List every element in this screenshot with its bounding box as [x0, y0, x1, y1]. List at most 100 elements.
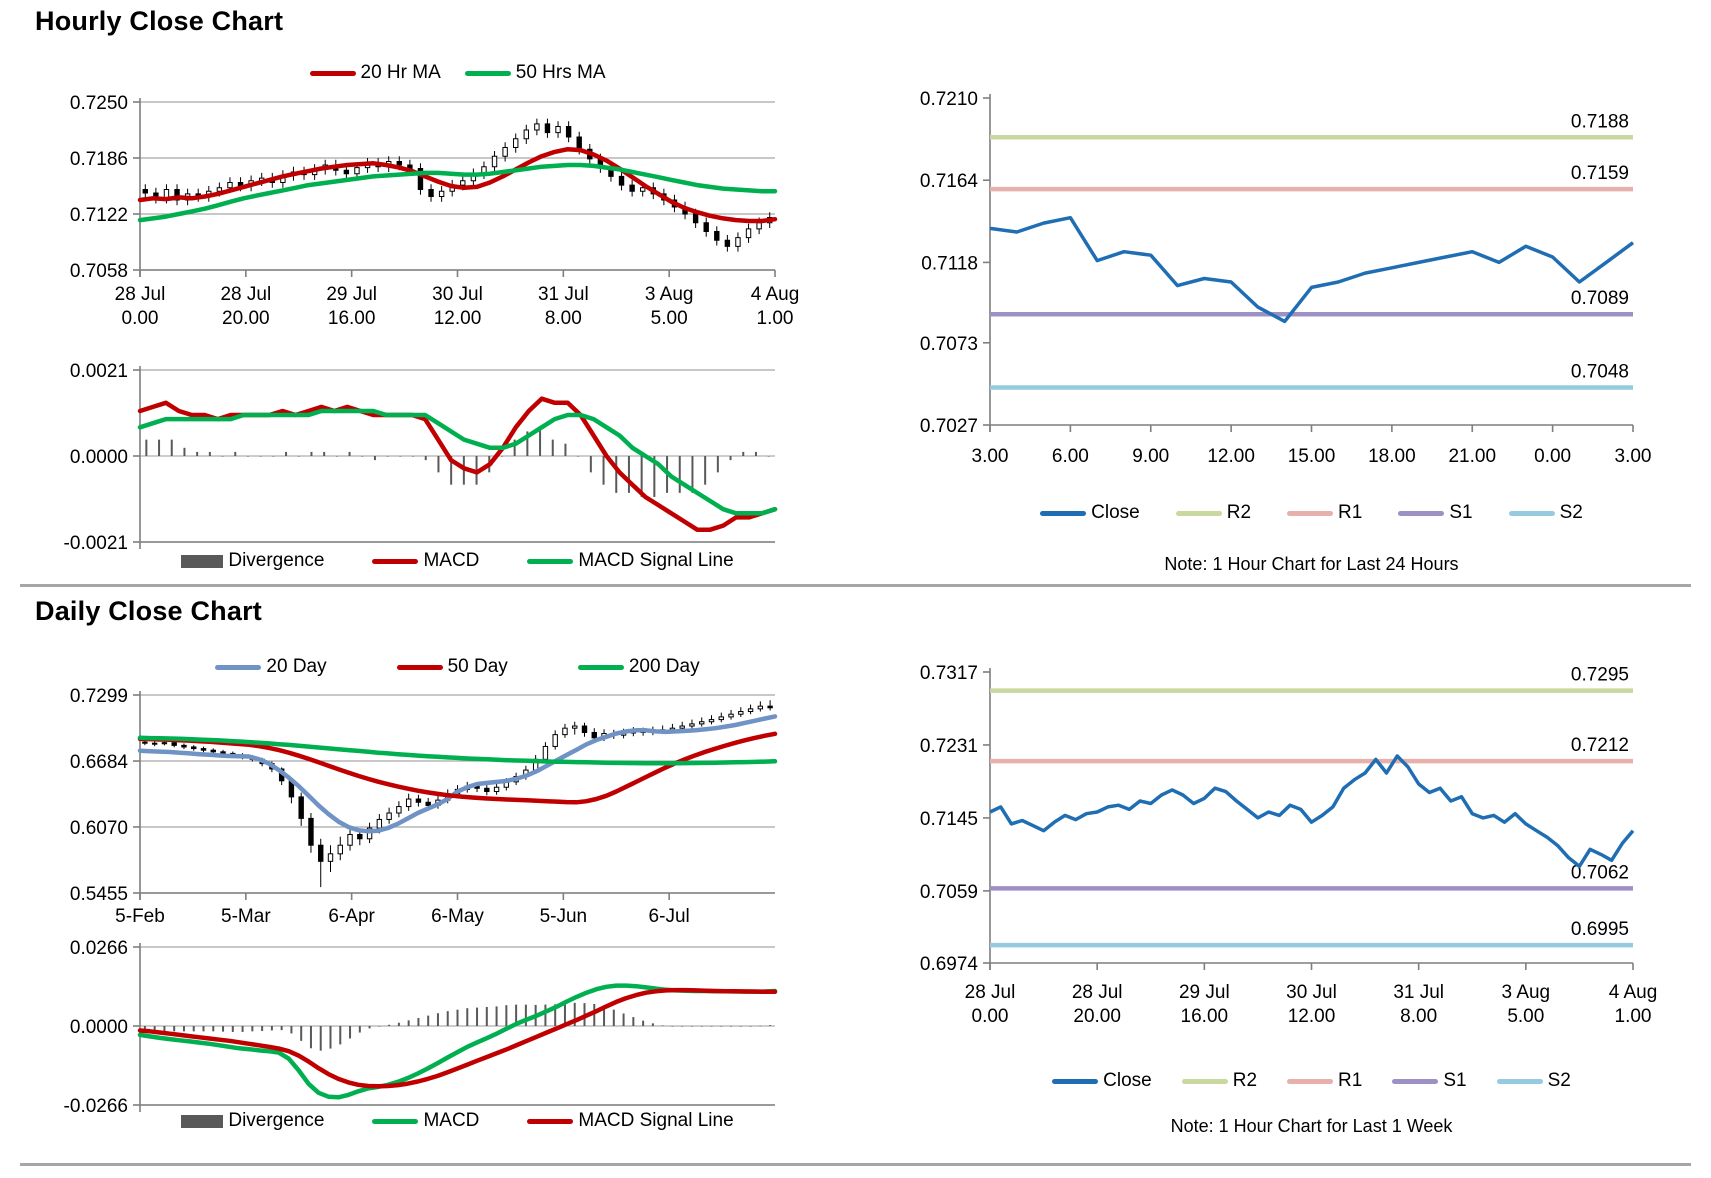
svg-text:0.7212: 0.7212 [1571, 735, 1629, 756]
legend-item-s1: S1 [1392, 1070, 1467, 1092]
line-swatch-icon [1040, 510, 1087, 516]
svg-text:6.00: 6.00 [1052, 446, 1089, 467]
line-swatch-icon [309, 70, 356, 76]
svg-text:5-Feb: 5-Feb [115, 906, 165, 927]
line-swatch-icon [372, 558, 419, 564]
svg-text:5-Mar: 5-Mar [221, 906, 271, 927]
legend-label: S1 [1449, 502, 1473, 523]
legend-item-macd-signal-line: MACD Signal Line [527, 550, 734, 572]
section-divider [20, 584, 1691, 587]
legend-label: S2 [1547, 1070, 1571, 1091]
svg-text:20.00: 20.00 [1073, 1006, 1121, 1027]
hourly-price-legend: 20 Hr MA 50 Hrs MA [140, 62, 775, 84]
legend-label: R1 [1338, 1070, 1363, 1091]
line-swatch-icon [527, 558, 574, 564]
svg-text:5.00: 5.00 [651, 308, 688, 329]
legend-item-r2: R2 [1181, 1070, 1257, 1092]
svg-text:28 Jul: 28 Jul [1072, 982, 1123, 1003]
svg-text:1.00: 1.00 [757, 308, 794, 329]
svg-text:12.00: 12.00 [1288, 1006, 1336, 1027]
svg-text:5-Jun: 5-Jun [540, 906, 588, 927]
daily-sr-legend: Close R2 R1 S1 S2 [990, 1070, 1633, 1092]
svg-text:0.7073: 0.7073 [920, 334, 978, 355]
legend-label: R1 [1338, 502, 1363, 523]
legend-label: S2 [1559, 502, 1583, 523]
bar-swatch-icon [181, 1114, 224, 1128]
svg-text:0.7118: 0.7118 [921, 253, 978, 274]
svg-text:0.7122: 0.7122 [70, 205, 128, 226]
daily-macd-legend: Divergence MACD MACD Signal Line [140, 1110, 775, 1132]
svg-text:3.00: 3.00 [972, 446, 1009, 467]
svg-text:4 Aug: 4 Aug [751, 284, 800, 305]
hourly-sr-legend: Close R2 R1 S1 S2 [990, 502, 1633, 524]
legend-label: R2 [1226, 502, 1252, 523]
hourly-sr-note: Note: 1 Hour Chart for Last 24 Hours [1164, 554, 1459, 574]
svg-text:0.0000: 0.0000 [70, 447, 128, 468]
svg-text:0.00: 0.00 [972, 1006, 1009, 1027]
line-swatch-icon [1398, 510, 1445, 516]
svg-text:0.7058: 0.7058 [70, 261, 128, 282]
legend-item-r1: R1 [1287, 1070, 1362, 1092]
svg-text:29 Jul: 29 Jul [326, 284, 377, 305]
legend-label: 50 Hrs MA [515, 62, 606, 83]
legend-label: Divergence [228, 550, 325, 571]
svg-text:28 Jul: 28 Jul [220, 284, 271, 305]
svg-text:8.00: 8.00 [1400, 1006, 1437, 1027]
legend-item-r2: R2 [1175, 502, 1252, 524]
svg-text:0.7250: 0.7250 [70, 93, 128, 114]
svg-text:0.7164: 0.7164 [920, 171, 979, 192]
hourly-section-title: Hourly Close Chart [35, 6, 284, 36]
svg-text:0.5455: 0.5455 [70, 884, 128, 905]
svg-text:15.00: 15.00 [1288, 446, 1336, 467]
legend-label: MACD Signal Line [578, 1110, 734, 1131]
svg-text:0.7188: 0.7188 [1571, 111, 1629, 132]
svg-text:9.00: 9.00 [1132, 446, 1169, 467]
legend-label: 50 Day [447, 656, 508, 677]
svg-text:0.6070: 0.6070 [70, 818, 128, 839]
legend-item-20-day: 20 Day [215, 656, 327, 678]
svg-text:5.00: 5.00 [1507, 1006, 1544, 1027]
svg-text:21.00: 21.00 [1448, 446, 1496, 467]
svg-text:29 Jul: 29 Jul [1179, 982, 1230, 1003]
legend-item-50-hrs-ma: 50 Hrs MA [464, 62, 606, 84]
line-swatch-icon [1508, 510, 1555, 516]
daily-sr-note: Note: 1 Hour Chart for Last 1 Week [1170, 1116, 1453, 1136]
legend-label: 20 Hr MA [360, 62, 441, 83]
legend-label: 20 Day [266, 656, 327, 677]
bar-swatch-icon [181, 554, 224, 568]
daily-support-resistance-chart: 0.7317 0.7231 0.7145 0.7059 0.6974 28 Jul 0.00… [920, 663, 1657, 1027]
line-swatch-icon [464, 70, 511, 76]
svg-text:8.00: 8.00 [545, 308, 582, 329]
daily-macd-chart: 0.0266 0.0000 -0.0266 [64, 938, 778, 1117]
svg-text:0.7089: 0.7089 [1571, 288, 1629, 309]
line-swatch-icon [1496, 1078, 1543, 1084]
line-swatch-icon [577, 664, 624, 670]
svg-text:0.6995: 0.6995 [1571, 919, 1629, 940]
svg-text:0.7145: 0.7145 [920, 809, 978, 830]
legend-item-macd: MACD [372, 550, 479, 572]
svg-text:28 Jul: 28 Jul [965, 982, 1016, 1003]
svg-text:16.00: 16.00 [328, 308, 376, 329]
line-swatch-icon [396, 664, 443, 670]
svg-text:12.00: 12.00 [434, 308, 482, 329]
hourly-macd-legend: Divergence MACD MACD Signal Line [140, 550, 775, 572]
legend-item-close: Close [1040, 502, 1140, 524]
svg-text:0.6684: 0.6684 [70, 752, 129, 773]
svg-text:31 Jul: 31 Jul [538, 284, 589, 305]
svg-text:0.00: 0.00 [1534, 446, 1571, 467]
svg-text:31 Jul: 31 Jul [1393, 982, 1444, 1003]
legend-item-divergence: Divergence [181, 1110, 324, 1132]
svg-text:-0.0021: -0.0021 [64, 533, 128, 554]
svg-text:0.7186: 0.7186 [70, 149, 128, 170]
legend-label: MACD Signal Line [578, 550, 734, 571]
svg-text:6-Jul: 6-Jul [649, 906, 690, 927]
legend-label: MACD [423, 550, 480, 571]
legend-item-r1: R1 [1287, 502, 1362, 524]
line-swatch-icon [1287, 510, 1334, 516]
svg-text:0.7059: 0.7059 [920, 882, 978, 903]
svg-text:0.7027: 0.7027 [920, 416, 978, 437]
line-swatch-icon [1181, 1078, 1228, 1084]
legend-item-200-day: 200 Day [577, 656, 700, 678]
svg-text:0.0021: 0.0021 [70, 361, 128, 382]
